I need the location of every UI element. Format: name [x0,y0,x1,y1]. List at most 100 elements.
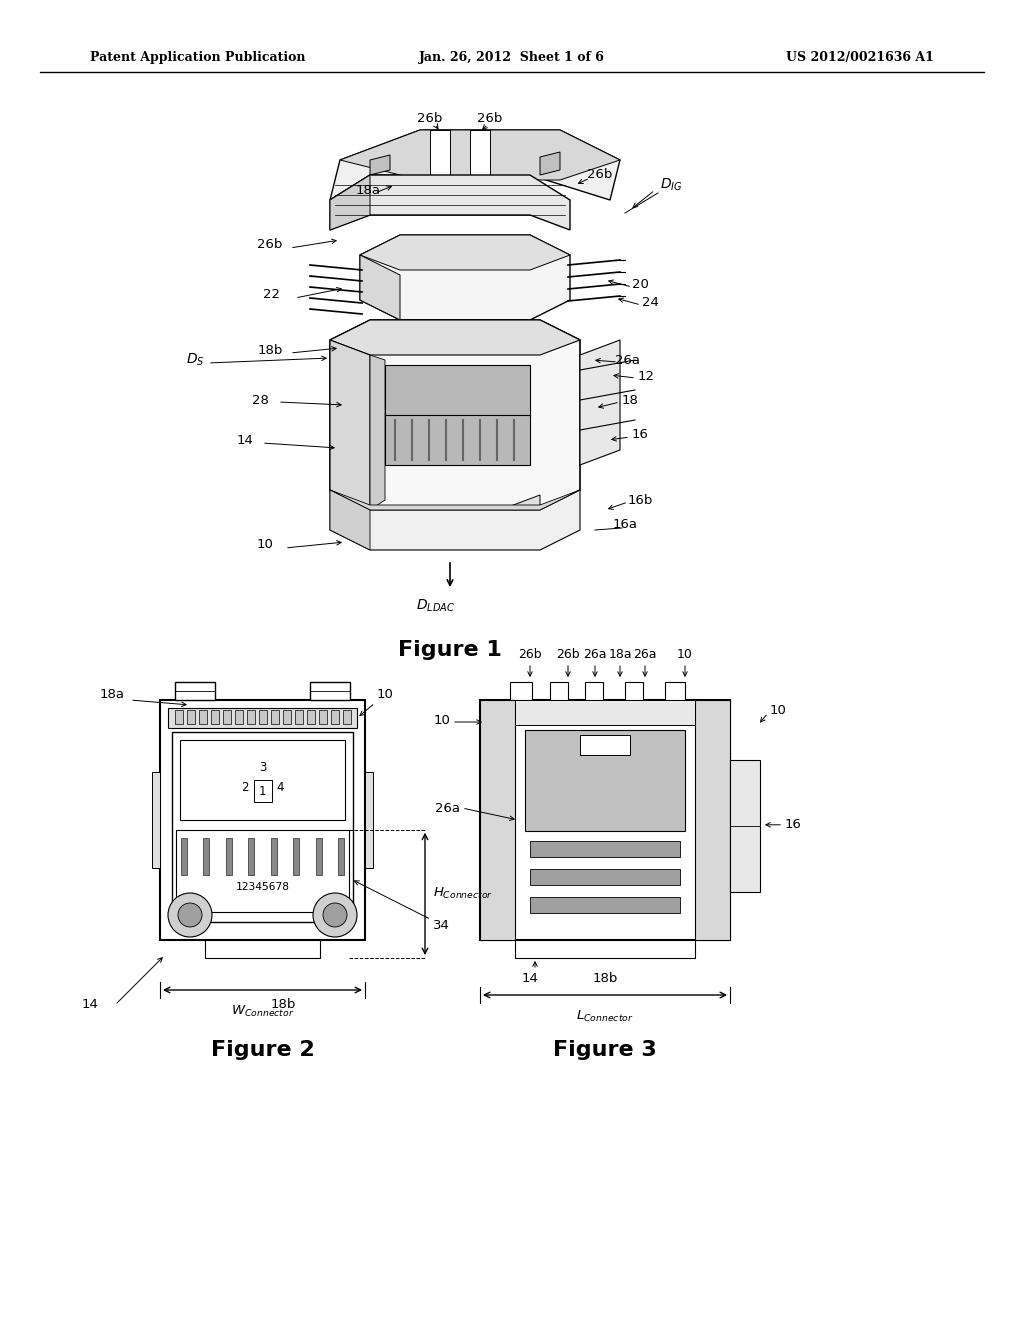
Text: 26a: 26a [615,354,640,367]
Polygon shape [330,490,580,550]
Polygon shape [330,176,370,230]
Text: 18: 18 [622,393,638,407]
Text: 10: 10 [770,704,786,717]
Bar [293,838,299,875]
Text: Figure 1: Figure 1 [398,640,502,660]
Text: 10: 10 [433,714,450,726]
Bar [180,741,345,820]
Bar [580,735,630,755]
Text: 16: 16 [785,818,802,832]
Text: 4: 4 [276,781,285,795]
Text: 3: 3 [259,762,266,775]
Text: 14: 14 [521,972,539,985]
Bar [295,710,303,723]
Bar [515,700,695,725]
Polygon shape [470,129,490,178]
Text: $D_{LDAC}$: $D_{LDAC}$ [416,598,455,614]
Bar [510,682,532,700]
Text: 2: 2 [241,781,248,795]
Bar [175,682,215,700]
Bar [585,682,603,700]
Bar [730,760,760,892]
Polygon shape [340,129,620,180]
Text: Patent Application Publication: Patent Application Publication [90,51,305,65]
Bar [530,869,680,884]
Bar [515,940,695,958]
Polygon shape [580,341,620,465]
Polygon shape [370,355,385,510]
Circle shape [323,903,347,927]
Text: 26b: 26b [556,648,580,661]
Bar [307,710,315,723]
Bar [331,710,339,723]
Bar [343,710,351,723]
Text: Figure 2: Figure 2 [211,1040,314,1060]
Bar [199,710,207,723]
Bar [319,710,327,723]
Circle shape [313,894,357,937]
Text: 28: 28 [252,393,268,407]
Text: 10: 10 [257,539,273,552]
Text: 26a: 26a [584,648,607,661]
Text: $L_{Connector}$: $L_{Connector}$ [577,1008,634,1024]
Text: $D_S$: $D_S$ [185,352,204,368]
Bar [283,710,291,723]
Text: 10: 10 [377,689,394,701]
Bar [365,772,373,869]
Text: 20: 20 [632,279,648,292]
Text: 16b: 16b [628,494,652,507]
Text: 22: 22 [263,289,281,301]
Text: 12345678: 12345678 [236,882,290,892]
Text: 10: 10 [677,648,693,661]
Bar [234,710,243,723]
Text: 18a: 18a [355,183,381,197]
Bar [480,700,515,940]
Text: 14: 14 [237,433,253,446]
Text: 26b: 26b [588,169,612,181]
Text: 26b: 26b [518,648,542,661]
Polygon shape [330,490,580,510]
Text: Jan. 26, 2012  Sheet 1 of 6: Jan. 26, 2012 Sheet 1 of 6 [419,51,605,65]
Text: 26b: 26b [477,111,503,124]
Bar [254,780,271,801]
Bar [204,838,210,875]
Bar [247,710,255,723]
Text: $W_{Connector}$: $W_{Connector}$ [230,1005,294,1019]
Polygon shape [360,255,400,319]
Text: 18a: 18a [608,648,632,661]
Bar [695,700,730,940]
Bar [248,838,254,875]
Text: 24: 24 [642,297,658,309]
Polygon shape [360,235,570,271]
Text: 16a: 16a [612,519,638,532]
Polygon shape [385,366,530,465]
Polygon shape [330,490,370,550]
Bar [187,710,195,723]
Text: 16: 16 [632,429,648,441]
Bar [181,838,187,875]
Text: $H_{Connector}$: $H_{Connector}$ [433,886,494,902]
Bar [550,682,568,700]
Bar [530,896,680,913]
Text: 26b: 26b [257,239,283,252]
Polygon shape [360,235,570,319]
Text: 18b: 18b [592,972,617,985]
Bar [625,682,643,700]
Text: 34: 34 [433,920,450,932]
Text: 18a: 18a [100,689,125,701]
Polygon shape [330,176,570,230]
Text: 18b: 18b [270,998,296,1011]
Polygon shape [330,319,580,355]
Bar [168,708,357,729]
Bar [211,710,219,723]
Text: 14: 14 [82,998,98,1011]
Text: 12: 12 [638,370,654,383]
Bar [152,772,160,869]
Text: 1: 1 [259,785,266,799]
Circle shape [168,894,212,937]
Polygon shape [330,129,620,201]
Bar [175,710,183,723]
Bar [271,710,279,723]
Bar [530,841,680,857]
Text: 26a: 26a [633,648,656,661]
